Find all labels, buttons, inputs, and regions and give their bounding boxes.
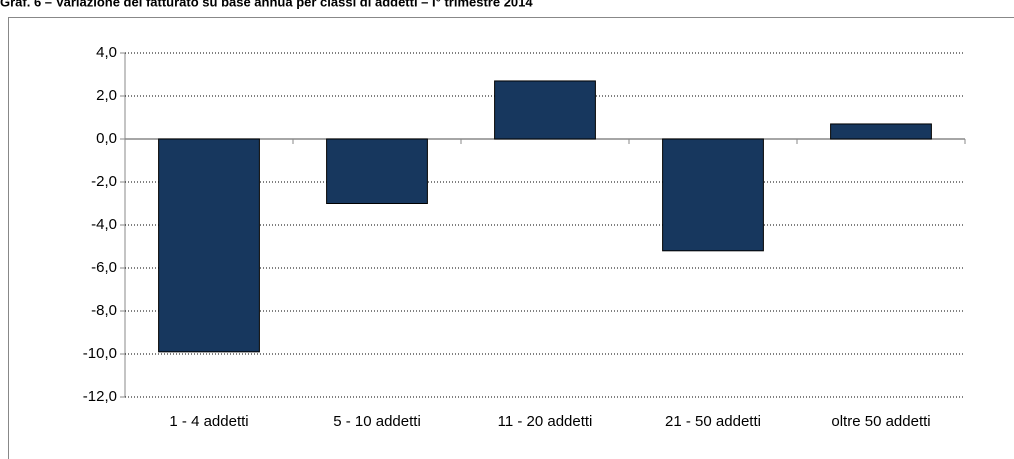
x-tick-label: oltre 50 addetti [831,413,930,430]
y-tick-label: -4,0 [91,216,117,233]
bar [662,138,764,252]
x-tick-label: 5 - 10 addetti [333,413,421,430]
x-tick-label: 11 - 20 addetti [498,413,593,430]
y-tick-label: -2,0 [91,173,117,190]
y-tick-label: 4,0 [96,44,117,61]
chart-frame [8,17,1014,459]
y-tick-label: 2,0 [96,87,117,104]
bar [830,123,932,140]
y-tick-label: 0,0 [96,130,117,147]
y-tick-label: -10,0 [83,345,117,362]
y-tick-label: -12,0 [83,388,117,405]
bar [158,138,260,353]
bar [494,80,596,140]
x-tick-label: 21 - 50 addetti [665,413,761,430]
y-tick-label: -8,0 [91,302,117,319]
chart-title: Graf. 6 – Variazione del fatturato su ba… [0,0,533,9]
x-tick-label: 1 - 4 addetti [169,413,248,430]
bar [326,138,428,204]
y-tick-label: -6,0 [91,259,117,276]
